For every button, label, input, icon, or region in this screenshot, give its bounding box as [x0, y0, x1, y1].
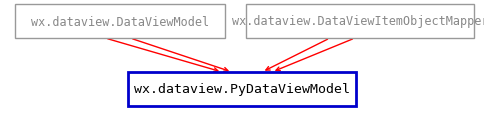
FancyBboxPatch shape	[128, 72, 355, 106]
FancyBboxPatch shape	[15, 5, 225, 39]
Text: wx.dataview.DataViewItemObjectMapper: wx.dataview.DataViewItemObjectMapper	[231, 15, 484, 28]
Text: wx.dataview.DataViewModel: wx.dataview.DataViewModel	[31, 15, 209, 28]
Text: wx.dataview.PyDataViewModel: wx.dataview.PyDataViewModel	[134, 83, 349, 96]
FancyBboxPatch shape	[245, 5, 473, 39]
